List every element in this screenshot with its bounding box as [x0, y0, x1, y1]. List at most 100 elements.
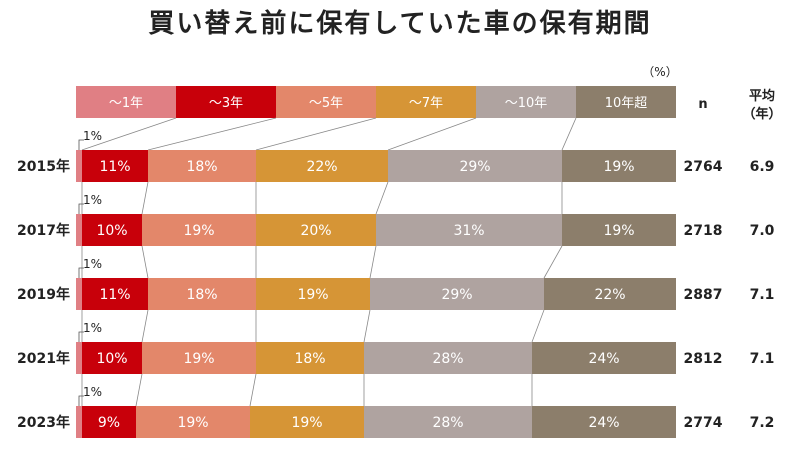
bar-segment: [148, 278, 256, 310]
segment-value-label: 10%: [96, 351, 127, 367]
connector-line: [147, 117, 277, 151]
small-value-label: 1%: [83, 321, 102, 335]
segment-value-label: 9%: [98, 415, 120, 431]
small-value-label: 1%: [83, 193, 102, 207]
small-value-leader: [78, 331, 84, 342]
small-value-label: 1%: [83, 385, 102, 399]
small-value-leader: [78, 395, 84, 406]
legend-label: 10年超: [605, 96, 648, 111]
connector-line: [81, 117, 177, 151]
segment-value-label: 10%: [96, 223, 127, 239]
segment-value-label: 19%: [183, 351, 214, 367]
average-value: 7.1: [750, 351, 775, 367]
connector-line: [531, 309, 545, 343]
bar-segment: [370, 278, 544, 310]
bar-segment: [532, 406, 676, 438]
bar-segment: [256, 214, 376, 246]
segment-value-label: 29%: [459, 159, 490, 175]
category-label: 2019年: [17, 286, 70, 303]
connector-line: [363, 309, 371, 343]
bar-segment: [76, 278, 82, 310]
legend-swatch: [576, 86, 676, 118]
segment-value-label: 11%: [99, 287, 130, 303]
average-header-unit: （年）: [742, 106, 781, 122]
category-label: 2021年: [17, 350, 70, 367]
n-header: n: [698, 97, 707, 112]
n-value: 2774: [684, 415, 723, 431]
bar-segment: [82, 278, 148, 310]
average-value: 6.9: [750, 159, 775, 175]
bar-segment: [562, 214, 676, 246]
segment-value-label: 18%: [294, 351, 325, 367]
small-value-leader: [78, 139, 84, 150]
connector-line: [141, 309, 149, 343]
segment-value-label: 19%: [603, 159, 634, 175]
segment-value-label: 29%: [441, 287, 472, 303]
chart-title: 買い替え前に保有していた車の保有期間: [148, 8, 651, 39]
bar-segment: [76, 214, 82, 246]
bars: 1% 11% 18% 22% 29% 19% 2015年 1% 10% 19% 20% 31% 19% 2…: [17, 129, 676, 438]
connector-line: [255, 117, 377, 151]
unit-label: （%）: [642, 65, 677, 79]
legend-swatch: [476, 86, 576, 118]
bar-segment: [82, 150, 148, 182]
small-value-label: 1%: [83, 129, 102, 143]
n-value: 2887: [684, 287, 723, 303]
bar-segment: [82, 342, 142, 374]
bar-segment: [148, 150, 256, 182]
n-and-average-columns: 2764 6.9 2718 7.0 2887 7.1 2812 7.1 2774 7.2 n 平均 （年…: [684, 88, 782, 431]
legend-label: ～1年: [109, 96, 143, 111]
connector-line: [387, 117, 477, 151]
bar-segment: [376, 214, 562, 246]
legend-swatch: [276, 86, 376, 118]
n-value: 2764: [684, 159, 723, 175]
legend-swatch: [376, 86, 476, 118]
segment-value-label: 19%: [603, 223, 634, 239]
bar-segment: [544, 278, 676, 310]
bar-segment: [532, 342, 676, 374]
connector-line: [561, 117, 577, 151]
bar-segment: [142, 342, 256, 374]
bar-segment: [142, 214, 256, 246]
legend-label: ～7年: [409, 96, 443, 111]
average-header: 平均: [749, 88, 775, 104]
segment-value-label: 19%: [177, 415, 208, 431]
legend-swatch: [76, 86, 176, 118]
bar-segment: [388, 150, 562, 182]
bar-segment: [256, 342, 364, 374]
average-value: 7.2: [750, 415, 775, 431]
connector-line: [135, 373, 143, 407]
small-value-label: 1%: [83, 257, 102, 271]
segment-value-label: 24%: [588, 415, 619, 431]
connector-line: [141, 181, 149, 215]
bar-segment: [82, 406, 136, 438]
bar-segment: [364, 406, 532, 438]
n-value: 2812: [684, 351, 723, 367]
segment-value-label: 28%: [432, 415, 463, 431]
segment-value-label: 22%: [594, 287, 625, 303]
legend-label: ～5年: [309, 96, 343, 111]
legend-swatch: [176, 86, 276, 118]
small-value-leader: [78, 267, 84, 278]
segment-value-label: 19%: [291, 415, 322, 431]
legend: ～1年 ～3年 ～5年 ～7年 ～10年 10年超: [76, 86, 676, 118]
average-value: 7.1: [750, 287, 775, 303]
category-label: 2023年: [17, 414, 70, 431]
segment-value-label: 20%: [300, 223, 331, 239]
connector-line: [369, 245, 377, 279]
category-label: 2015年: [17, 158, 70, 175]
segment-value-label: 18%: [186, 159, 217, 175]
legend-label: ～10年: [505, 96, 548, 111]
segment-value-label: 22%: [306, 159, 337, 175]
legend-label: ～3年: [209, 96, 243, 111]
segment-value-label: 24%: [588, 351, 619, 367]
small-value-leader: [78, 203, 84, 214]
bar-segment: [76, 150, 82, 182]
connector-line: [543, 245, 563, 279]
bar-segment: [364, 342, 532, 374]
connector-line: [375, 181, 389, 215]
bar-segment: [256, 278, 370, 310]
segment-value-label: 11%: [99, 159, 130, 175]
connector-line: [249, 373, 257, 407]
average-value: 7.0: [750, 223, 775, 239]
